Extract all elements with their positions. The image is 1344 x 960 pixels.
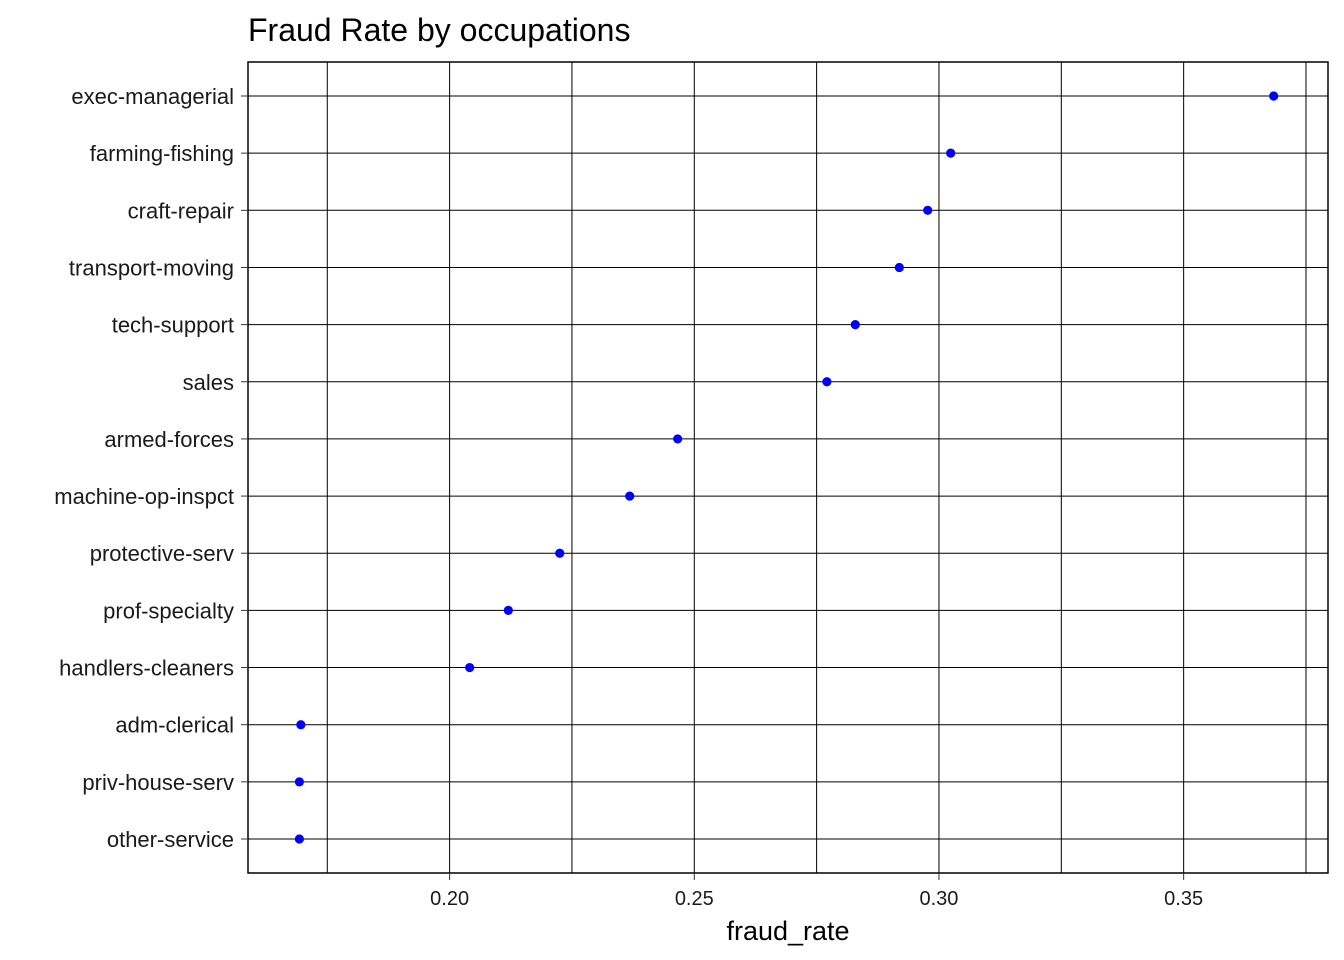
data-point <box>1269 91 1279 101</box>
y-tick-label: armed-forces <box>104 427 234 452</box>
data-points <box>294 91 1279 844</box>
plot-border <box>247 61 1329 874</box>
y-tick-label: adm-clerical <box>115 713 234 738</box>
chart-title: Fraud Rate by occupations <box>248 12 630 48</box>
y-axis-labels: exec-managerial farming-fishing craft-repa… <box>54 84 248 852</box>
x-axis-ticks: 0.20 0.25 0.30 0.35 <box>430 873 1203 910</box>
y-tick-label: farming-fishing <box>90 141 234 166</box>
x-tick-label: 0.30 <box>919 888 958 910</box>
plot-frame <box>247 61 1329 874</box>
x-axis-title: fraud_rate <box>726 916 849 946</box>
data-point <box>625 491 635 501</box>
data-point <box>894 262 904 273</box>
data-point <box>673 434 683 444</box>
data-point <box>555 548 565 558</box>
y-tick-label: machine-op-inspct <box>54 484 234 509</box>
x-tick-label: 0.35 <box>1164 888 1203 910</box>
data-point <box>503 605 513 615</box>
data-point <box>822 377 832 387</box>
data-point <box>923 205 933 215</box>
y-tick-label: other-service <box>107 827 234 852</box>
y-tick-label: craft-repair <box>128 198 234 223</box>
data-point <box>850 320 860 330</box>
grid-layer <box>248 62 1328 873</box>
y-tick-label: priv-house-serv <box>82 770 234 795</box>
data-point <box>465 662 475 673</box>
data-point <box>294 777 304 787</box>
y-tick-label: protective-serv <box>90 541 234 566</box>
y-tick-label: handlers-cleaners <box>59 656 234 681</box>
data-point <box>296 720 306 730</box>
data-point <box>946 148 956 158</box>
data-point <box>294 834 304 844</box>
y-tick-label: exec-managerial <box>71 84 234 109</box>
y-tick-label: transport-moving <box>69 255 234 280</box>
y-tick-label: prof-specialty <box>103 598 234 623</box>
x-tick-label: 0.20 <box>430 888 469 910</box>
y-tick-label: tech-support <box>112 313 234 338</box>
x-tick-label: 0.25 <box>675 888 714 910</box>
y-tick-label: sales <box>183 370 234 395</box>
